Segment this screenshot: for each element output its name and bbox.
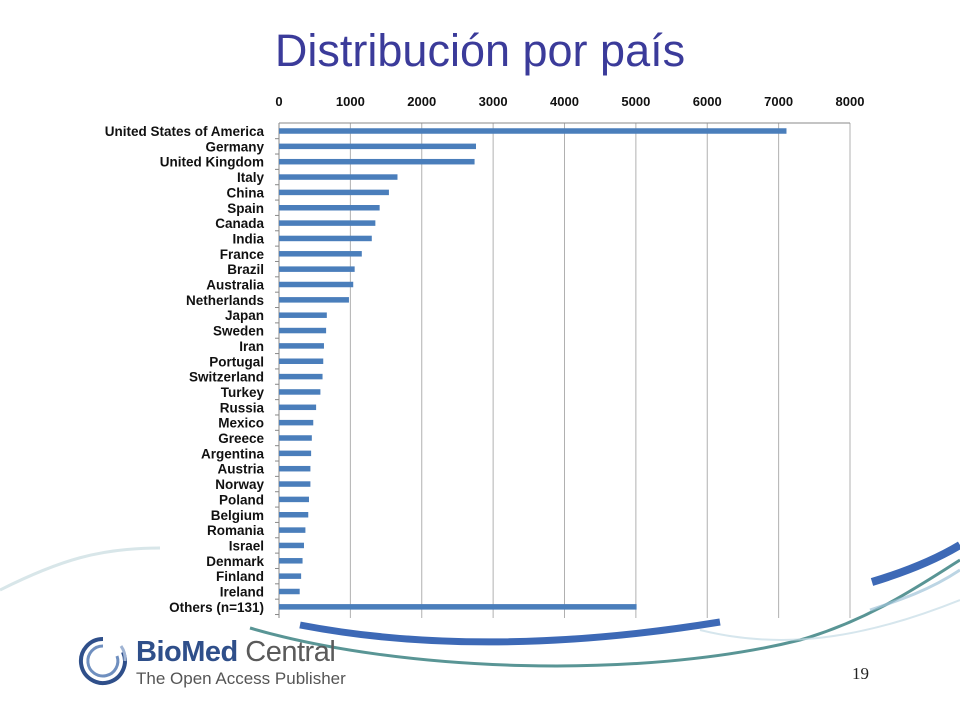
bar [279,358,324,364]
page-number: 19 [852,664,869,683]
bar [279,174,398,180]
category-label: Australia [206,278,264,293]
category-label: Romania [207,523,265,538]
x-tick-label: 6000 [693,94,722,109]
bar [279,512,309,518]
category-label: Iran [239,339,264,354]
bar [279,251,362,257]
category-label: Belgium [211,508,264,523]
bar [279,496,309,503]
bar [279,312,327,318]
category-label: Ireland [220,585,264,600]
bar [279,481,311,487]
category-label: Italy [237,170,265,185]
category-label: Japan [225,308,264,323]
category-label: Denmark [206,554,264,569]
x-tick-label: 3000 [479,94,508,109]
bar [279,128,787,134]
bar [279,205,380,211]
bar [279,389,321,395]
x-tick-label: 2000 [407,94,436,109]
category-label: France [220,247,265,262]
category-label: Netherlands [186,293,264,308]
bar [279,527,306,533]
category-label: Brazil [227,262,264,277]
x-tick-label: 4000 [550,94,579,109]
category-label: Germany [205,139,264,154]
bar [279,465,311,472]
logo-central: Central [237,636,336,668]
bar [279,542,304,549]
bar [279,419,314,426]
category-label: Greece [218,431,264,446]
x-tick-label: 0 [275,94,282,109]
category-label: Poland [219,492,264,507]
bar [279,343,324,349]
category-label: India [232,231,264,246]
bar [279,281,354,288]
category-label: Turkey [221,385,265,400]
category-label: Sweden [213,324,264,339]
bar [279,220,376,226]
x-tick-label: 8000 [836,94,865,109]
bar [279,404,317,411]
category-label: Argentina [201,446,264,461]
logo-tagline: The Open Access Publisher [136,669,346,688]
bar [279,573,302,579]
bar [279,588,300,595]
bar [279,266,355,272]
logo-wordmark: BioMed Central [136,636,336,668]
slide-title: Distribución por país [274,25,686,76]
category-label: Mexico [218,416,264,431]
bar [279,327,327,334]
category-label: Others (n=131) [169,600,264,615]
category-label: Switzerland [189,370,264,385]
x-tick-label: 5000 [621,94,650,109]
category-label: Norway [215,477,264,492]
bar [279,373,323,380]
bar [279,158,475,165]
category-label: United States of America [105,124,265,139]
category-label: Finland [216,569,264,584]
bar [279,450,312,457]
bar [279,435,312,441]
bar [279,235,372,242]
logo-bio: Bio [136,636,182,668]
bar [279,604,637,610]
category-label: Portugal [209,354,264,369]
category-label: Spain [227,201,264,216]
x-tick-label: 1000 [336,94,365,109]
bar [279,143,476,150]
biomed-circle-icon [78,636,127,685]
category-label: China [226,185,264,200]
category-label: Israel [229,538,264,553]
x-tick-label: 7000 [764,94,793,109]
category-label: Canada [215,216,264,231]
category-label: Austria [217,462,264,477]
category-label: United Kingdom [160,155,264,170]
category-label: Russia [220,400,265,415]
biomed-central-logo: BioMed Central The Open Access Publisher [78,634,346,690]
bar [279,558,303,564]
logo-med: Med [181,636,238,668]
bar [279,189,389,196]
bar [279,297,349,303]
